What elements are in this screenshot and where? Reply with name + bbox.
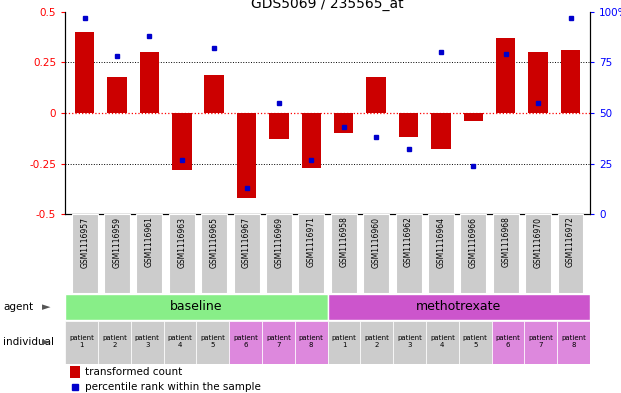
Bar [270,113,289,139]
Text: patient
1: patient 1 [332,335,356,348]
Text: baseline: baseline [170,300,223,314]
Text: patient
5: patient 5 [201,335,225,348]
Bar [426,321,459,364]
Text: patient
5: patient 5 [463,335,487,348]
Bar [327,294,590,320]
Text: GSM1116970: GSM1116970 [533,217,543,268]
Bar [496,38,515,113]
Text: GSM1116961: GSM1116961 [145,217,154,267]
Bar [396,214,422,293]
Bar [196,321,229,364]
Bar [299,214,324,293]
Text: GSM1116964: GSM1116964 [437,217,445,268]
Bar [431,113,451,149]
Text: patient
4: patient 4 [430,335,455,348]
Text: patient
6: patient 6 [496,335,520,348]
Bar [428,214,454,293]
Bar [302,113,321,168]
Text: patient
7: patient 7 [528,335,553,348]
Text: GSM1116963: GSM1116963 [178,217,186,268]
Bar [492,321,524,364]
Text: patient
3: patient 3 [135,335,160,348]
Text: GSM1116957: GSM1116957 [80,217,89,268]
Bar [71,214,97,293]
Text: patient
4: patient 4 [168,335,193,348]
Bar [140,52,159,113]
Text: GSM1116972: GSM1116972 [566,217,575,267]
Bar [65,294,327,320]
Bar [70,366,80,378]
Text: GSM1116969: GSM1116969 [274,217,284,268]
Bar [561,50,580,113]
Text: GSM1116967: GSM1116967 [242,217,251,268]
Bar [201,214,227,293]
Title: GDS5069 / 235565_at: GDS5069 / 235565_at [252,0,404,11]
Text: individual: individual [3,337,54,347]
Bar [331,214,356,293]
Bar [295,321,327,364]
Bar [524,321,557,364]
Bar [169,214,195,293]
Text: patient
6: patient 6 [233,335,258,348]
Text: GSM1116960: GSM1116960 [371,217,381,268]
Bar [459,321,492,364]
Bar [360,321,393,364]
Bar [399,113,419,137]
Bar [107,77,127,113]
Text: GSM1116958: GSM1116958 [339,217,348,267]
Bar [493,214,519,293]
Bar [237,113,256,198]
Bar [366,77,386,113]
Text: percentile rank within the sample: percentile rank within the sample [85,382,261,391]
Text: methotrexate: methotrexate [416,300,501,314]
Bar [558,214,584,293]
Bar [460,214,486,293]
Text: ►: ► [42,302,51,312]
Bar [525,214,551,293]
Bar [464,113,483,121]
Text: GSM1116966: GSM1116966 [469,217,478,268]
Bar [363,214,389,293]
Text: GSM1116959: GSM1116959 [112,217,122,268]
Bar [163,321,196,364]
Text: ►: ► [42,337,51,347]
Bar [557,321,590,364]
Bar [334,113,353,133]
Bar [204,75,224,113]
Bar [98,321,131,364]
Text: patient
1: patient 1 [69,335,94,348]
Bar [262,321,295,364]
Text: patient
3: patient 3 [397,335,422,348]
Bar [172,113,191,170]
Text: GSM1116971: GSM1116971 [307,217,316,267]
Text: GSM1116965: GSM1116965 [210,217,219,268]
Bar [229,321,262,364]
Text: patient
8: patient 8 [561,335,586,348]
Text: patient
7: patient 7 [266,335,291,348]
Text: patient
8: patient 8 [299,335,324,348]
Bar [327,321,360,364]
Bar [233,214,260,293]
Text: GSM1116968: GSM1116968 [501,217,510,267]
Bar [528,52,548,113]
Text: transformed count: transformed count [85,367,183,377]
Text: patient
2: patient 2 [102,335,127,348]
Bar [266,214,292,293]
Bar [104,214,130,293]
Bar [75,32,94,113]
Bar [137,214,162,293]
Text: GSM1116962: GSM1116962 [404,217,413,267]
Bar [393,321,426,364]
Bar [65,321,98,364]
Bar [131,321,163,364]
Text: patient
2: patient 2 [365,335,389,348]
Text: agent: agent [3,302,34,312]
